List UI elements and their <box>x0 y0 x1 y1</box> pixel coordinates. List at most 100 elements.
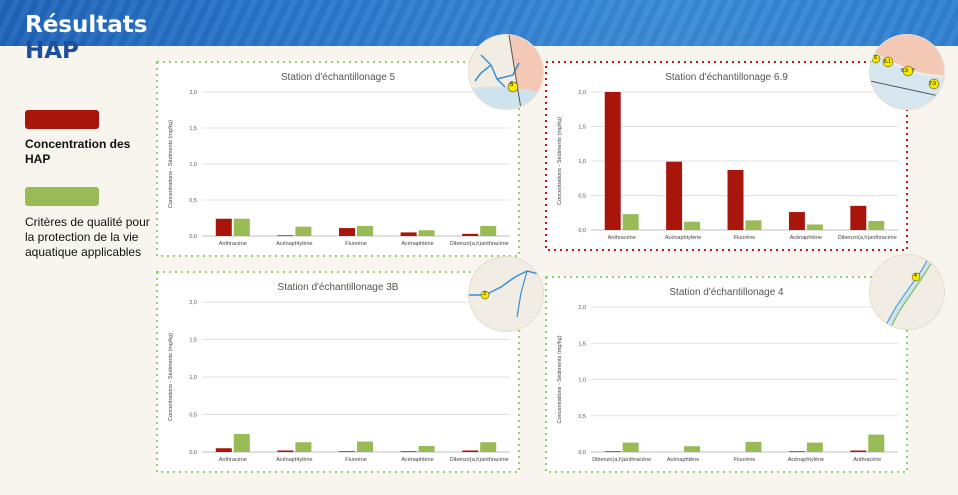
x-tick-label: Acénaphtène <box>401 241 433 247</box>
bar-criteria-dibenzo-a-h-anthracene <box>868 221 885 230</box>
station-6-9-map-label: 6.9 <box>901 68 908 74</box>
y-tick-label: 0,5 <box>578 414 586 420</box>
bar-criteria-fluorene <box>357 441 374 452</box>
bar-criteria-dibenzo-a-h-anthracene <box>622 442 639 452</box>
station-4-map-label: 4 <box>914 273 917 279</box>
x-tick-label: Dibenzo(a,h)anthracène <box>592 457 651 463</box>
bar-concentration-acenaphtylene <box>277 450 294 452</box>
y-tick-label: 0,0 <box>189 450 197 456</box>
bar-criteria-acenaphtylene <box>295 226 312 236</box>
bar-criteria-acenaphtene <box>806 224 823 230</box>
bar-concentration-dibenzo-a-h-anthracene <box>604 451 621 452</box>
station-3b-location-map: 3 <box>469 257 543 331</box>
y-tick-label: 1,0 <box>578 378 586 384</box>
chart-title: Station d'échantillonage 5 <box>281 72 396 83</box>
bar-criteria-acenaphtene <box>684 446 701 452</box>
x-tick-label: Fluorène <box>734 235 756 241</box>
y-tick-label: 0,5 <box>189 198 197 204</box>
y-tick-label: 1,0 <box>189 162 197 168</box>
panel-border <box>156 61 520 257</box>
bar-concentration-acenaphtylene <box>666 161 683 230</box>
station-4-location-map: 4 <box>870 255 944 329</box>
bar-criteria-dibenzo-a-h-anthracene <box>480 225 497 236</box>
bar-criteria-dibenzo-a-h-anthracene <box>480 442 497 452</box>
x-tick-label: Dibenzo(a,h)anthracène <box>838 235 897 241</box>
bar-concentration-dibenzo-a-h-anthracene <box>462 233 479 236</box>
x-tick-label: Anthracène <box>608 235 636 241</box>
x-tick-label: Acénaphtylène <box>276 457 312 463</box>
bar-concentration-anthracene <box>850 450 867 452</box>
bar-concentration-fluorene <box>727 169 744 230</box>
y-tick-label: 2,0 <box>189 90 197 96</box>
y-tick-label: 0,5 <box>189 413 197 419</box>
y-tick-label: 0,0 <box>189 234 197 240</box>
chart-svg: Station d'échantillonage 6.9 0,0 0,5 1,0 1,5… <box>545 61 908 251</box>
bar-concentration-acenaphtene <box>788 212 805 230</box>
title-line-2: HAP <box>25 38 79 64</box>
station-7-9-map-label: 7.9 <box>929 81 936 87</box>
station-6-map-label: 6 <box>874 55 877 61</box>
bar-criteria-acenaphtene <box>418 446 435 452</box>
y-tick-label: 1,0 <box>189 375 197 381</box>
y-tick-label: 2,0 <box>578 90 586 96</box>
legend-label-concentration: Concentration des HAP <box>25 137 131 166</box>
y-axis-label: Concentrations - Sédiments (mg/kg) <box>168 120 174 208</box>
chart-title: Station d'échantillonage 3B <box>278 282 399 293</box>
bar-criteria-anthracene <box>233 218 250 236</box>
bar-concentration-anthracene <box>215 448 232 452</box>
legend-swatch-concentration <box>25 110 99 129</box>
y-tick-label: 1,5 <box>578 341 586 347</box>
station-6-1-map-label: 6.1 <box>884 59 891 65</box>
x-tick-label: Fluorène <box>345 241 367 247</box>
bar-criteria-acenaphtylene <box>806 442 823 452</box>
station-5-location-map: 5 <box>469 35 543 109</box>
chart-title: Station d'échantillonage 4 <box>669 287 784 298</box>
y-tick-label: 2,0 <box>189 300 197 306</box>
x-tick-label: Acénaphtène <box>790 235 822 241</box>
bar-concentration-anthracene <box>604 92 621 230</box>
panel-border <box>156 271 520 473</box>
bar-concentration-anthracene <box>215 218 232 236</box>
x-tick-label: Anthracène <box>219 457 247 463</box>
bar-concentration-acenaphtene <box>400 232 417 236</box>
bar-criteria-fluorene <box>357 225 374 236</box>
chart-panel-station-4: Station d'échantillonage 4 0,0 0,5 1,0 1,5 2,… <box>545 276 908 473</box>
chart-svg: Station d'échantillonage 3B 0,0 0,5 1,0 1,5 2… <box>156 271 520 473</box>
bar-concentration-fluorene <box>338 228 355 236</box>
y-tick-label: 1,5 <box>189 338 197 344</box>
bar-criteria-fluorene <box>745 441 762 452</box>
x-tick-label: Fluorène <box>345 457 367 463</box>
x-tick-label: Dibenzo(a,h)anthracène <box>450 241 509 247</box>
bar-concentration-acenaphtene <box>400 451 417 452</box>
bar-concentration-dibenzo-a-h-anthracene <box>462 450 479 452</box>
x-tick-label: Dibenzo(a,h)anthracène <box>450 457 509 463</box>
y-tick-label: 1,0 <box>578 159 586 165</box>
bar-criteria-anthracene <box>233 434 250 452</box>
x-tick-label: Anthracène <box>853 457 881 463</box>
chart-panel-station-3b: Station d'échantillonage 3B 0,0 0,5 1,0 1,5 2… <box>156 271 520 473</box>
bar-criteria-anthracene <box>622 214 639 230</box>
y-axis-label: Concentrations - Sédiments (mg/kg) <box>557 335 563 423</box>
chart-title: Station d'échantillonage 6.9 <box>665 72 788 83</box>
panel-border <box>545 61 908 251</box>
legend: Concentration des HAP Critères de qualit… <box>25 110 155 260</box>
chart-svg: Station d'échantillonage 5 0,0 0,5 1,0 1,5 2,… <box>156 61 520 257</box>
bar-concentration-acenaphtylene <box>788 451 805 452</box>
x-tick-label: Acénaphtylène <box>665 235 701 241</box>
bar-criteria-fluorene <box>745 220 762 230</box>
y-tick-label: 0,0 <box>578 450 586 456</box>
x-tick-label: Acénaphtène <box>401 457 433 463</box>
station-7-map-label: 7 <box>912 68 915 74</box>
panel-border <box>545 276 908 473</box>
station-6-9-location-map: 6 6.1 6.9 7 7.9 <box>870 35 944 109</box>
bar-criteria-anthracene <box>868 434 885 452</box>
legend-swatch-criteria <box>25 187 99 206</box>
title-line-1: Résultats <box>25 12 148 38</box>
page-title: Résultats HAP <box>25 14 147 63</box>
y-axis-label: Concentrations - Sédiments (mg/kg) <box>168 333 174 421</box>
x-tick-label: Fluorène <box>734 457 756 463</box>
header-banner <box>0 0 958 46</box>
y-axis-label: Concentrations - Sédiments (mg/kg) <box>557 117 563 205</box>
station-5-map-label: 5 <box>510 82 514 88</box>
bar-criteria-acenaphtene <box>418 230 435 236</box>
